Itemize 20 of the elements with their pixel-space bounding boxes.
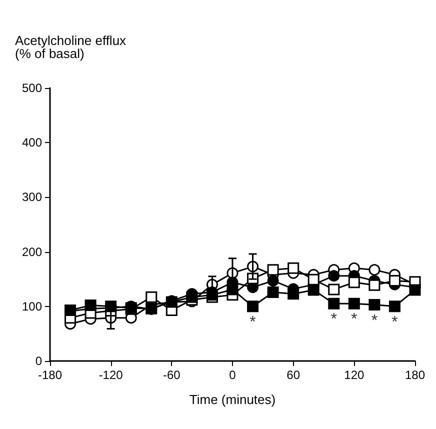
annotation: * — [330, 311, 337, 328]
y-tick-label: 200 — [22, 244, 42, 259]
x-tick-label: 60 — [286, 368, 300, 382]
x-tick-label: -60 — [162, 368, 181, 382]
annotation: * — [371, 312, 378, 330]
annotation: * — [351, 311, 358, 328]
annotation: * — [250, 314, 256, 331]
x-tick-label: -120 — [98, 368, 124, 382]
y-axis-title: Acetylcholine efflux (% of basal) — [15, 33, 127, 61]
x-tick-label: 0 — [229, 368, 236, 382]
annotation: * — [392, 314, 398, 331]
y-tick-label: 400 — [22, 136, 42, 150]
x-tick-label: -180 — [38, 368, 62, 382]
y-tick-label: 100 — [22, 299, 42, 314]
y-tick-label: 0 — [35, 354, 42, 368]
x-axis-title: Time (minutes) — [189, 392, 276, 407]
y-tick-label: 300 — [22, 190, 42, 204]
y-tick-label: 500 — [22, 81, 42, 95]
x-tick-label: 180 — [404, 368, 426, 382]
x-tick-label: 120 — [344, 368, 364, 382]
